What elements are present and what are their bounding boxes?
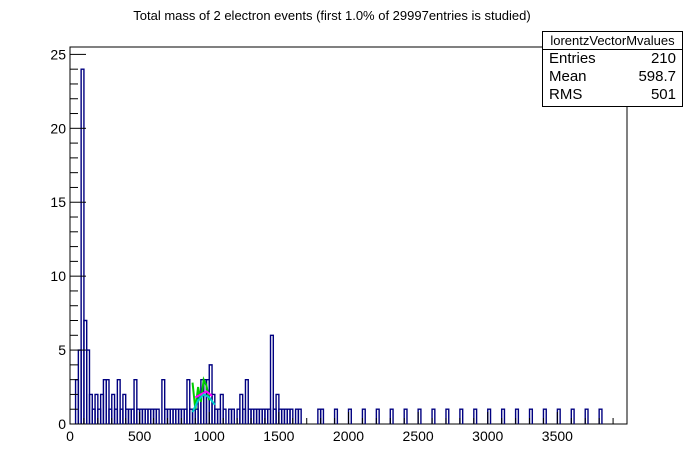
stats-label: RMS — [549, 86, 583, 103]
x-tick-label: 500 — [128, 428, 152, 444]
overlay-curve — [194, 390, 213, 399]
x-tick-label: 1500 — [263, 428, 294, 444]
histogram-bar — [459, 408, 464, 424]
stats-row-entries: Entries 210 — [543, 50, 682, 68]
histogram-bar — [445, 408, 450, 424]
histogram-bar — [375, 408, 380, 424]
chart-title: Total mass of 2 electron events (first 1… — [133, 8, 531, 23]
x-tick-label: 3000 — [472, 428, 503, 444]
histogram-bar — [598, 408, 603, 424]
y-tick-label: 0 — [58, 416, 66, 432]
histogram-bar — [297, 408, 302, 424]
x-tick-label: 1000 — [194, 428, 225, 444]
stats-row-mean: Mean 598.7 — [543, 68, 682, 86]
x-tick-label: 0 — [66, 428, 74, 444]
stats-row-rms: RMS 501 — [543, 86, 682, 104]
stats-value: 501 — [650, 86, 676, 103]
histogram-bar — [222, 408, 227, 424]
histogram-bar — [116, 378, 121, 424]
histogram-bar — [244, 378, 249, 424]
x-tick-label: 2500 — [403, 428, 434, 444]
histogram-bar — [333, 408, 339, 424]
histogram-bar — [389, 408, 394, 424]
histogram-bar — [86, 349, 91, 424]
histogram-bar — [161, 378, 166, 424]
histogram-bar — [570, 408, 575, 424]
histogram-bar — [361, 408, 366, 424]
histogram-bar — [528, 408, 534, 424]
histogram-bar — [319, 408, 325, 424]
x-tick-label: 2000 — [333, 428, 364, 444]
stats-label: Mean — [549, 68, 587, 85]
stats-label: Entries — [549, 50, 596, 67]
histogram-bar — [403, 408, 408, 424]
stats-box-name: lorentzVectorMvalues — [543, 32, 682, 50]
histogram-bar — [155, 408, 160, 424]
histogram-bar — [133, 378, 138, 424]
histogram-bar — [269, 334, 275, 424]
overlay-curve — [191, 393, 216, 413]
histogram-bar — [584, 408, 589, 424]
y-tick-label: 20 — [50, 120, 66, 136]
x-tick-label: 3500 — [542, 428, 573, 444]
histogram-bar — [500, 408, 506, 424]
histogram-bar — [514, 408, 520, 424]
histogram-bar — [105, 378, 110, 424]
y-tick-label: 25 — [50, 46, 66, 62]
y-tick-label: 5 — [58, 342, 66, 358]
stats-value: 210 — [650, 50, 676, 67]
histogram-bar — [289, 408, 294, 424]
y-tick-label: 15 — [50, 194, 66, 210]
stats-value: 598.7 — [638, 68, 676, 85]
histogram-bar — [473, 408, 478, 424]
histogram-bar — [80, 68, 85, 424]
y-tick-label: 10 — [50, 268, 66, 284]
histogram-bar — [230, 408, 236, 424]
overlay-curve — [191, 376, 211, 410]
histogram-bar — [542, 408, 547, 424]
histogram-bar — [186, 378, 191, 424]
stats-box: lorentzVectorMvalues Entries 210 Mean 59… — [542, 31, 683, 107]
histogram-bar — [431, 408, 436, 424]
